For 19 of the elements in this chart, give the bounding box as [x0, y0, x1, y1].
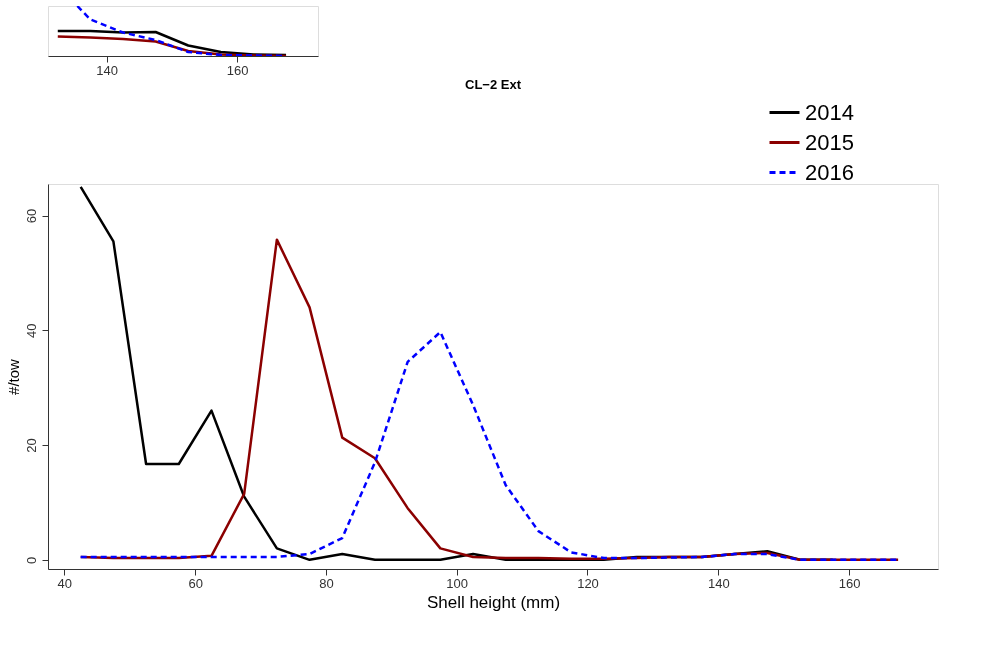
x-tick-label: 140	[707, 575, 730, 591]
x-tick-label: 80	[319, 575, 334, 591]
y-axis-title: #/tow	[4, 358, 22, 395]
x-tick-label: 120	[577, 575, 599, 591]
y-tick-label: 40	[23, 323, 39, 339]
legend-label: 2015	[805, 129, 854, 155]
y-tick-label: 60	[23, 208, 39, 224]
x-tick-label: 160	[226, 62, 249, 78]
chart-title: CL−2 Ext	[465, 77, 522, 92]
x-tick-label: 60	[188, 575, 203, 591]
x-tick-label: 100	[446, 575, 469, 591]
x-axis-title: Shell height (mm)	[426, 592, 561, 612]
x-tick-label: 40	[57, 575, 73, 591]
y-tick-label: 20	[23, 438, 39, 453]
legend-label: 2014	[805, 99, 854, 125]
y-tick-label: 0	[23, 556, 39, 564]
legend-label: 2016	[805, 159, 854, 185]
x-tick-label: 160	[838, 575, 861, 591]
x-tick-label: 140	[96, 62, 119, 78]
